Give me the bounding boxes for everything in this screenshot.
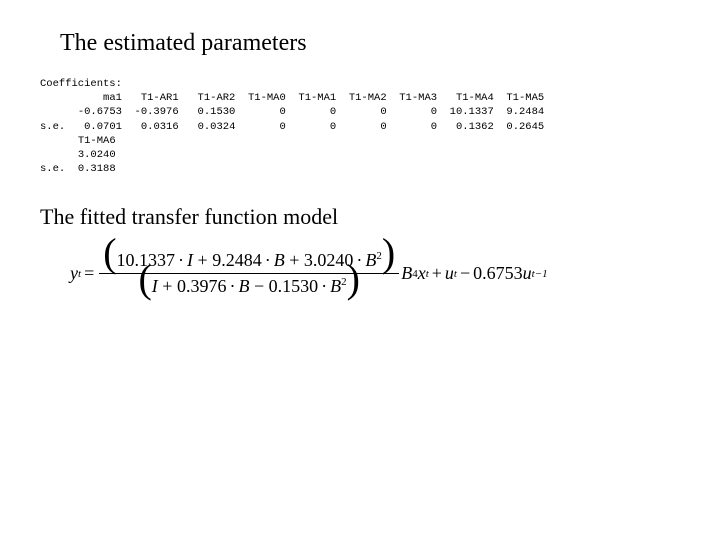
- page-title: The estimated parameters: [60, 30, 680, 57]
- coef-label: Coefficients:: [40, 78, 122, 90]
- eq-minus: −: [457, 263, 473, 284]
- eq-denominator: (I + 0.3976·B − 0.1530·B2): [134, 274, 363, 299]
- eq-tail-c: 0.6753: [473, 263, 523, 284]
- eq-plus-u: +: [429, 263, 445, 284]
- coefficients-block: Coefficients: ma1 T1-AR1 T1-AR2 T1-MA0 T…: [40, 77, 680, 176]
- eq-x: x: [418, 263, 426, 284]
- eq-tail-u: u: [523, 263, 532, 284]
- eq-equals: =: [81, 263, 97, 284]
- eq-tail-sub: t−1: [532, 268, 548, 280]
- eq-lhs-var: y: [70, 263, 78, 284]
- equation: yt = (10.1337·I + 9.2484·B + 3.0240·B2) …: [70, 248, 680, 299]
- subtitle: The fitted transfer function model: [40, 204, 680, 230]
- eq-post-B: B: [401, 263, 412, 284]
- eq-fraction: (10.1337·I + 9.2484·B + 3.0240·B2) (I + …: [99, 248, 399, 299]
- eq-u: u: [445, 263, 454, 284]
